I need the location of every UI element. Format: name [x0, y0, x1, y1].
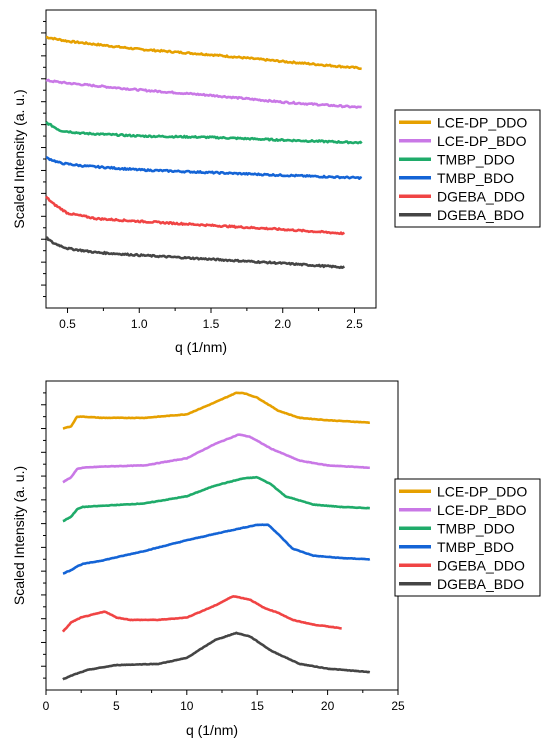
x-tick-label: 20 [321, 699, 335, 713]
series-line-lce-dp-bdo [62, 433, 370, 484]
legend-label-dgeba-bdo: DGEBA_BDO [437, 207, 524, 223]
chart-panel-bottom: 0 5 10 15 20 25 q (1/nm) Scaled Intensity (a. u… [11, 380, 541, 738]
x-tick-label: 10 [180, 699, 194, 713]
x-tick-label: 5 [113, 699, 120, 713]
series-line-tmbp-bdo [62, 523, 371, 575]
series-line-lce-dp-bdo [45, 78, 362, 109]
x-tick-label: 0.5 [59, 317, 76, 331]
x-tick-label: 2.5 [346, 317, 363, 331]
x-tick-label: 15 [251, 699, 265, 713]
legend-label-lce-dp-ddo: LCE-DP_DDO [437, 483, 527, 499]
plot-frame [45, 380, 399, 691]
legend-label-tmbp-bdo: TMBP_BDO [437, 170, 514, 186]
x-tick-label: 2.0 [274, 317, 291, 331]
series-line-dgeba-bdo [62, 631, 371, 681]
series-line-tmbp-bdo [45, 156, 363, 180]
series-line-dgeba-ddo [61, 595, 342, 633]
y-axis-label: Scaled Intensity (a. u.) [11, 89, 27, 228]
y-axis-label: Scaled Intensity (a. u.) [11, 466, 27, 605]
legend-label-dgeba-ddo: DGEBA_DDO [437, 188, 525, 204]
x-axis-label: q (1/nm) [186, 722, 238, 738]
series-line-lce-dp-ddo [45, 35, 362, 71]
x-tick-label: 25 [391, 699, 405, 713]
x-tick-label: 1.5 [203, 317, 220, 331]
x-axis-label: q (1/nm) [175, 339, 227, 355]
legend-label-lce-dp-bdo: LCE-DP_BDO [437, 133, 527, 149]
x-tick-label: 1.0 [131, 317, 148, 331]
legend-label-lce-dp-bdo: LCE-DP_BDO [437, 502, 527, 518]
legend-box [394, 478, 541, 597]
series-line-dgeba-ddo [44, 195, 345, 236]
legend-box [394, 109, 541, 228]
series-line-lce-dp-ddo [62, 391, 371, 430]
series-line-tmbp-ddo [45, 121, 363, 145]
x-tick-label: 0 [43, 699, 50, 713]
legend-label-tmbp-ddo: TMBP_DDO [437, 151, 515, 167]
series-line-tmbp-ddo [62, 475, 370, 523]
legend-label-lce-dp-ddo: LCE-DP_DDO [437, 114, 527, 130]
legend-label-tmbp-ddo: TMBP_DDO [437, 520, 515, 536]
chart-panel-top: 0.5 1.0 1.5 2.0 2.5 q (1/nm) Scaled Intensity … [11, 9, 541, 355]
legend-label-tmbp-bdo: TMBP_BDO [437, 539, 514, 555]
series-line-dgeba-bdo [45, 236, 345, 270]
legend-label-dgeba-bdo: DGEBA_BDO [437, 576, 524, 592]
legend-label-dgeba-ddo: DGEBA_DDO [437, 557, 525, 573]
